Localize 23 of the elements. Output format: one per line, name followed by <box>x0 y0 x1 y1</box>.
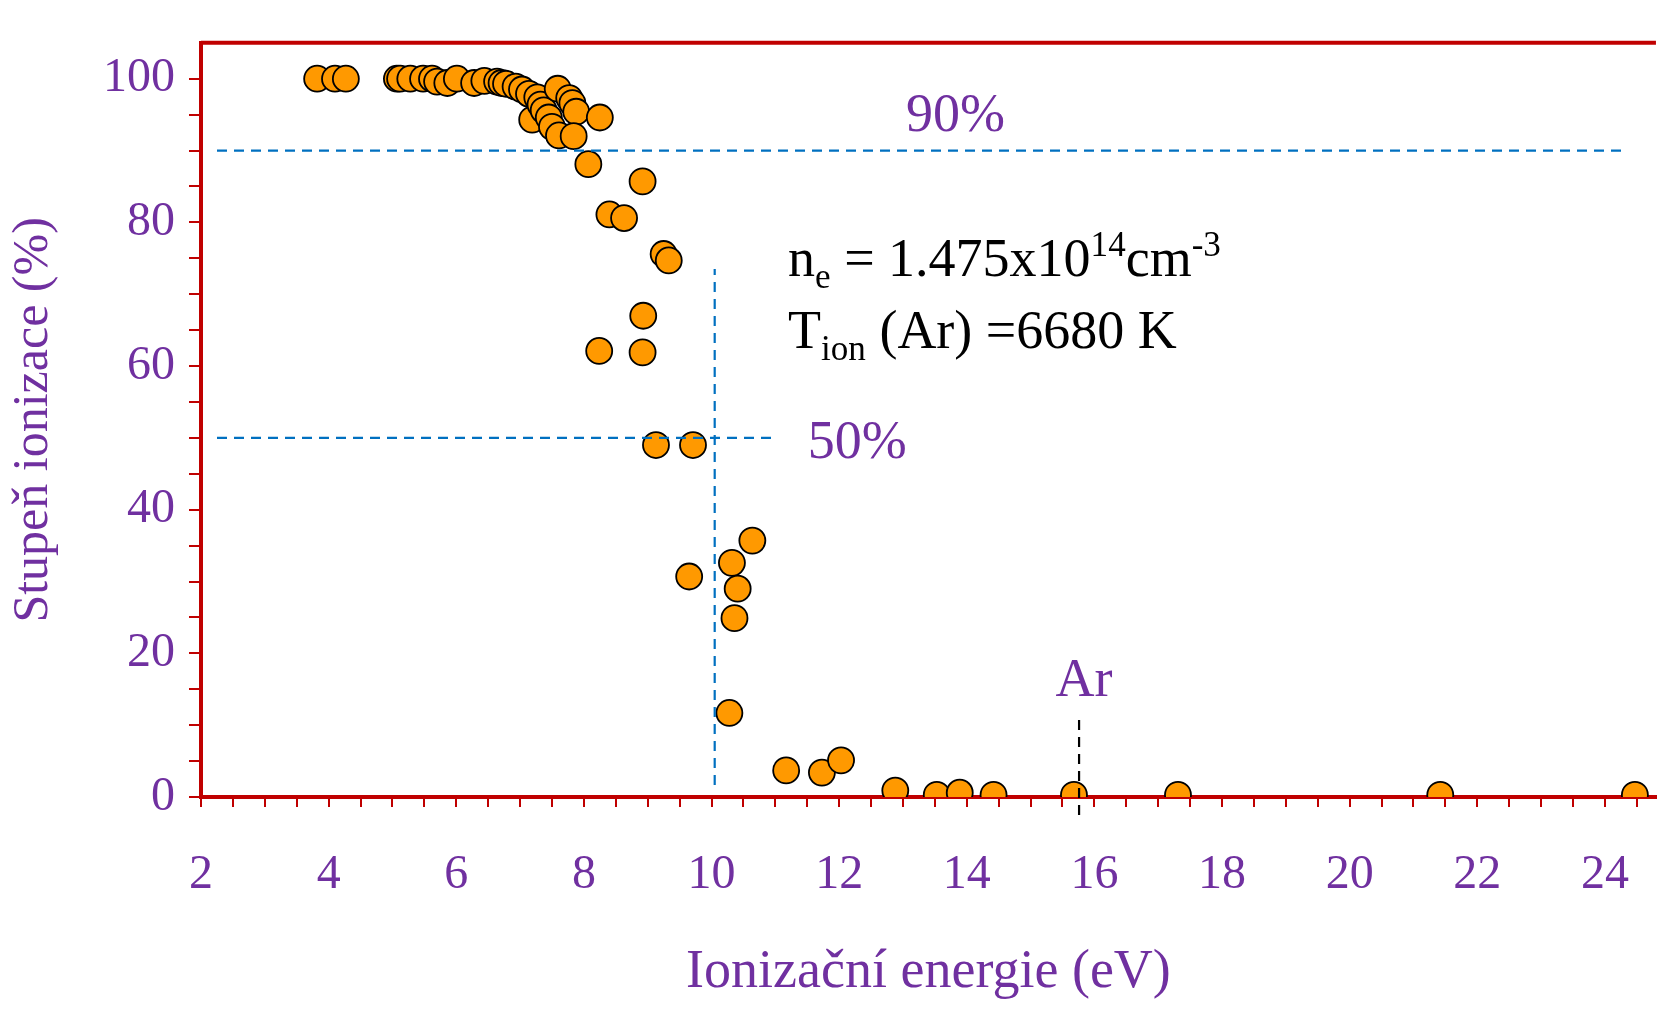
y-tick-label: 20 <box>127 622 175 676</box>
x-tick-label: 18 <box>1198 845 1247 899</box>
y-tick-label: 80 <box>127 191 175 245</box>
x-tick-label: 2 <box>189 845 213 899</box>
x-tick-label: 16 <box>1070 845 1119 899</box>
y-tick-label: 0 <box>151 766 175 820</box>
x-tick-label: 20 <box>1325 845 1374 899</box>
y-axis-title: Stupeň ionizace (%) <box>2 217 59 623</box>
y-tick-label: 100 <box>103 48 175 102</box>
x-tick-label: 22 <box>1453 845 1502 899</box>
x-tick-label: 24 <box>1580 845 1629 899</box>
x-tick-label: 14 <box>942 845 991 899</box>
x-tick-label: 12 <box>815 845 864 899</box>
ref-line-label: Ar <box>1055 648 1113 709</box>
x-tick-label: 10 <box>687 845 736 899</box>
x-tick-label: 6 <box>444 845 469 899</box>
y-tick-label: 60 <box>127 335 175 389</box>
x-axis-title: Ionizační energie (eV) <box>686 938 1171 999</box>
y-tick-label: 40 <box>127 479 175 533</box>
x-tick-label: 4 <box>316 845 341 899</box>
ref-line-label: 50% <box>807 409 907 470</box>
x-tick-label: 8 <box>571 845 596 899</box>
ref-line-label: 90% <box>905 82 1005 143</box>
